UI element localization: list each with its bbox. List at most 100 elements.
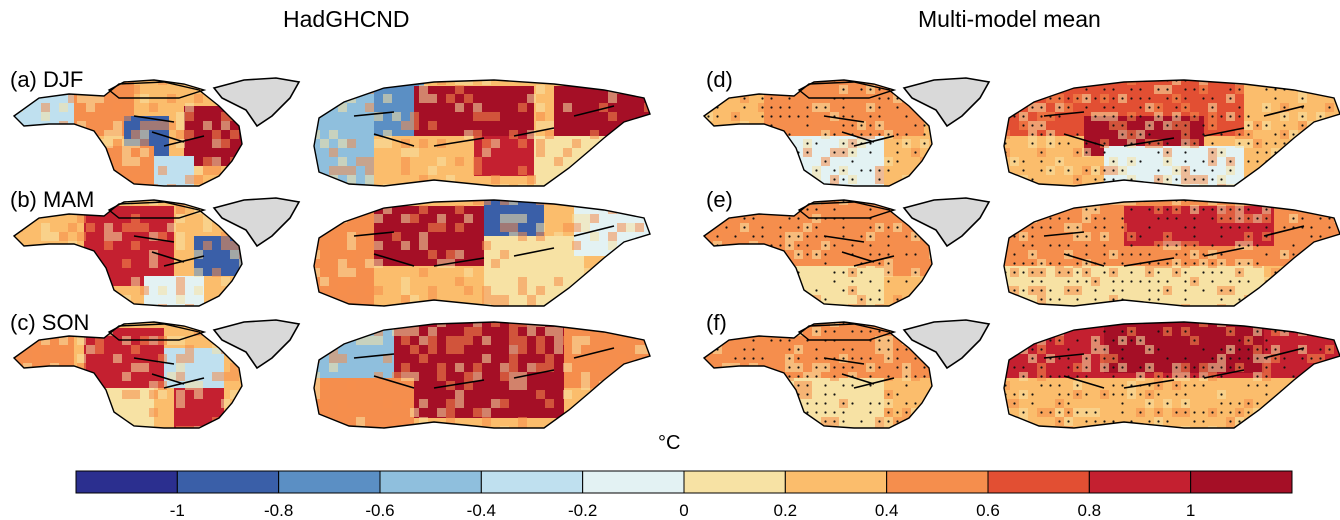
grid-cell (545, 130, 554, 139)
grid-cell (401, 372, 410, 381)
significance-dot (1229, 411, 1232, 414)
grid-cell (14, 205, 23, 214)
significance-dot (797, 235, 800, 238)
significance-dot (842, 115, 845, 118)
significance-dot (1184, 289, 1187, 292)
grid-cell (239, 277, 248, 286)
significance-dot (1157, 330, 1160, 333)
grid-cell (572, 175, 581, 184)
significance-dot (1184, 429, 1186, 431)
grid-cell (1334, 121, 1340, 130)
significance-dot (1247, 208, 1250, 211)
significance-dot (1310, 235, 1313, 238)
significance-dot (932, 133, 935, 136)
grid-cell (77, 121, 86, 130)
grid-cell (704, 166, 713, 175)
significance-dot (941, 178, 944, 181)
grid-cell (437, 363, 446, 372)
significance-dot (1040, 115, 1043, 118)
significance-dot (1292, 298, 1295, 301)
significance-dot (761, 271, 764, 274)
grid-cell (527, 322, 536, 327)
significance-dot (1211, 178, 1214, 181)
grid-cell (158, 232, 167, 241)
significance-dot (1085, 235, 1088, 238)
grid-cell (1019, 184, 1028, 186)
significance-dot (788, 88, 791, 91)
significance-dot (1175, 307, 1177, 309)
grid-cell (239, 184, 248, 186)
significance-dot (779, 133, 782, 136)
significance-dot (716, 253, 719, 256)
significance-dot (1049, 298, 1052, 301)
significance-dot (968, 411, 971, 414)
grid-cell (68, 322, 77, 327)
significance-dot (1058, 115, 1061, 118)
grid-cell (149, 390, 158, 399)
significance-dot (1184, 262, 1187, 265)
grid-cell (992, 363, 1001, 372)
significance-dot (1247, 429, 1249, 431)
grid-cell (437, 372, 446, 381)
significance-dot (797, 357, 800, 360)
north-america-land-coastline (702, 201, 933, 307)
significance-dot (1175, 208, 1178, 211)
grid-cell (983, 214, 992, 223)
significance-dot (1184, 169, 1187, 172)
significance-dot (788, 366, 791, 369)
grid-cell (14, 327, 23, 336)
significance-dot (761, 307, 763, 309)
significance-dot (806, 393, 809, 396)
grid-cell (599, 354, 608, 363)
grid-cell (563, 295, 572, 304)
grid-cell (767, 390, 776, 399)
colorbar-segment (582, 470, 685, 494)
colorbar-segment (886, 470, 989, 494)
significance-dot (824, 429, 826, 431)
grid-cell (365, 259, 374, 268)
significance-dot (752, 80, 755, 82)
significance-dot (887, 339, 890, 342)
significance-dot (770, 160, 773, 163)
significance-dot (725, 226, 728, 229)
coastline-segment (1263, 225, 1305, 237)
grid-cell (113, 184, 122, 186)
significance-dot (1274, 142, 1277, 145)
significance-dot (1184, 393, 1187, 396)
significance-dot (842, 271, 845, 274)
grid-cell (509, 345, 518, 354)
grid-cell (113, 130, 122, 139)
grid-cell (14, 277, 23, 286)
grid-cell (338, 399, 347, 408)
significance-dot (1328, 88, 1331, 91)
significance-dot (932, 402, 935, 405)
grid-cell (338, 277, 347, 286)
grid-cell (500, 426, 509, 428)
significance-dot (878, 133, 881, 136)
significance-dot (743, 322, 746, 324)
significance-dot (779, 262, 782, 265)
significance-dot (914, 307, 916, 309)
grid-cell (131, 241, 140, 250)
significance-dot (707, 402, 710, 405)
significance-dot (1148, 393, 1151, 396)
grid-cell (464, 80, 473, 85)
grid-cell (158, 381, 167, 390)
grid-cell (176, 214, 185, 223)
significance-dot (707, 280, 710, 283)
grid-cell (731, 399, 740, 408)
grid-cell (1019, 336, 1028, 345)
significance-dot (1040, 151, 1043, 154)
grid-cell (338, 241, 347, 250)
grid-cell (974, 345, 983, 354)
significance-dot (1067, 226, 1070, 229)
significance-dot (1058, 375, 1061, 378)
significance-dot (788, 235, 791, 238)
significance-dot (1247, 226, 1250, 229)
significance-dot (977, 187, 979, 189)
significance-dot (1130, 133, 1133, 136)
grid-cell (320, 399, 329, 408)
significance-dot (1265, 178, 1268, 181)
grid-cell (320, 304, 329, 306)
significance-dot (1247, 384, 1250, 387)
